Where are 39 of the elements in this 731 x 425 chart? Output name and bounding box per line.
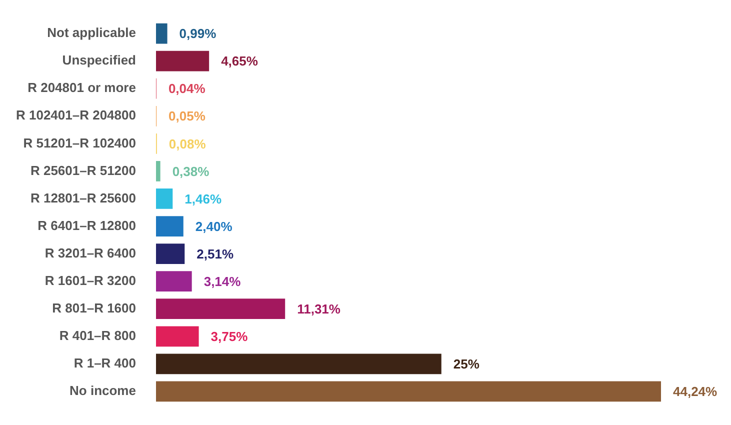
y-tick-label: R 12801–R 25600 [30, 190, 136, 206]
bar [156, 298, 286, 320]
data-label: 0,38% [172, 164, 210, 179]
data-label: 0,04% [168, 81, 206, 96]
data-label: 0,08% [168, 136, 206, 152]
bar [156, 50, 210, 72]
data-label: 11,31% [297, 301, 341, 316]
y-tick-label: Not applicable [47, 25, 136, 40]
data-label: 2,40% [195, 218, 233, 234]
data-label: 4,65% [221, 54, 258, 69]
y-tick-label: R 51201–R 102400 [23, 135, 136, 150]
bar [156, 326, 199, 347]
y-tick-label: R 1601–R 3200 [44, 272, 136, 288]
bar [156, 188, 173, 209]
y-tick-label: R 3201–R 6400 [44, 245, 136, 260]
data-label: 2,51% [196, 246, 234, 262]
data-label: 1,46% [184, 191, 222, 206]
y-tick-label: R 25601–R 51200 [30, 162, 136, 178]
y-tick-label: No income [70, 383, 136, 398]
y-tick-label: R 1–R 400 [74, 355, 136, 370]
data-label: 0,05% [168, 108, 206, 124]
data-label: 3,14% [204, 274, 242, 289]
bar [156, 161, 160, 182]
y-tick-label: R 204801 or more [28, 80, 136, 96]
bar [156, 271, 192, 292]
y-tick-label: R 102401–R 204800 [16, 108, 136, 123]
y-tick-label: R 401–R 800 [59, 328, 136, 343]
data-label: 3,75% [210, 328, 248, 344]
bar [156, 216, 184, 236]
bar [156, 23, 168, 44]
data-label: 44,24% [673, 384, 718, 400]
bar [156, 381, 661, 402]
bar [156, 354, 442, 374]
y-tick-label: R 6401–R 12800 [38, 218, 136, 233]
y-tick-label: R 801–R 1600 [52, 300, 136, 316]
bar [156, 244, 185, 264]
data-label: 25% [453, 356, 480, 372]
data-label: 0,99% [179, 26, 217, 42]
y-tick-label: Unspecified [62, 52, 136, 68]
